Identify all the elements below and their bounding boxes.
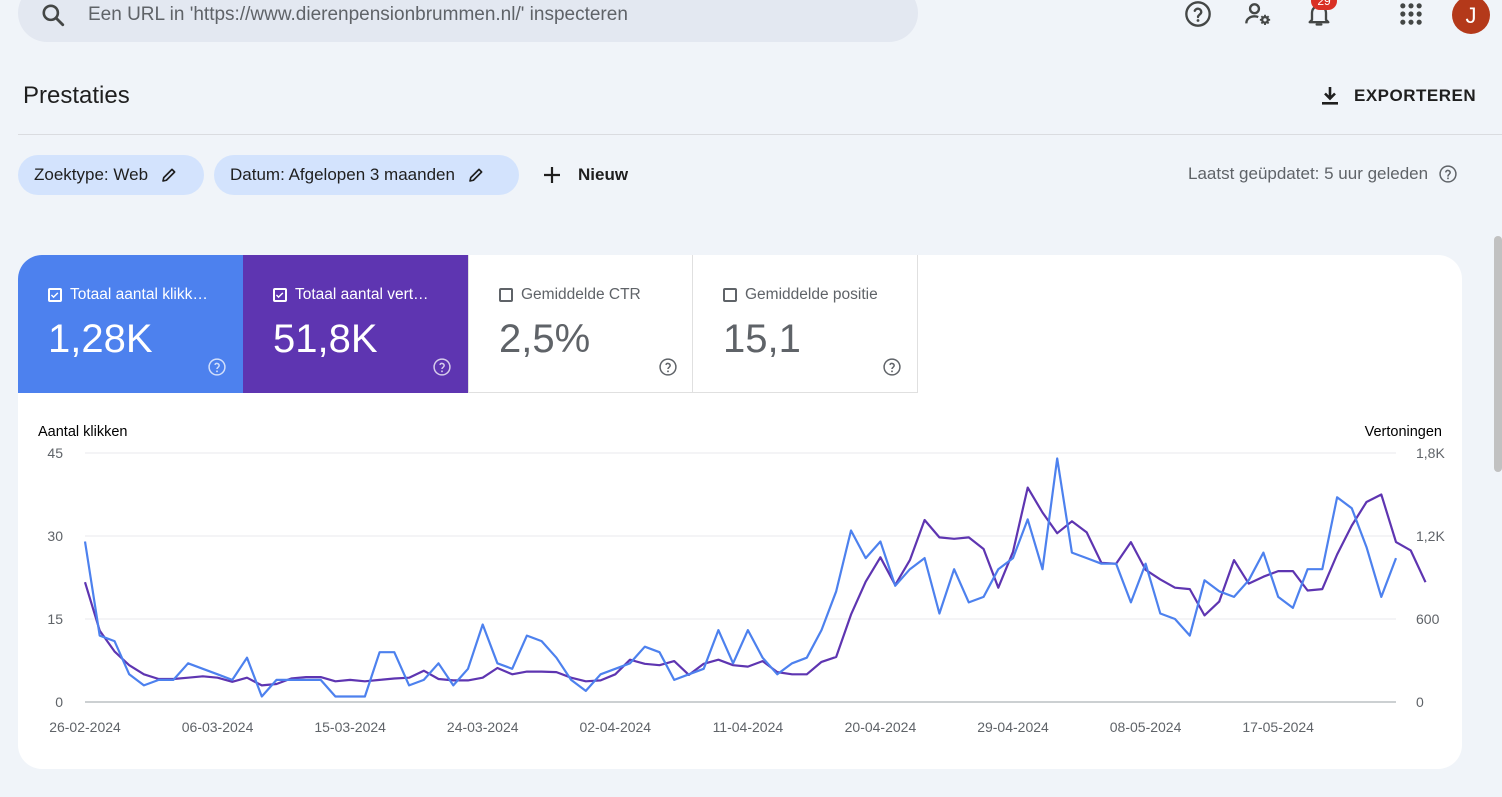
metric-value: 2,5%: [499, 317, 591, 361]
plus-icon: [544, 167, 560, 183]
metric-value: 1,28K: [48, 317, 153, 361]
x-tick-label: 06-03-2024: [182, 719, 254, 735]
help-icon[interactable]: [1438, 164, 1458, 184]
right-tick-label: 600: [1416, 611, 1440, 627]
export-label: EXPORTEREN: [1354, 86, 1477, 105]
x-tick-label: 26-02-2024: [49, 719, 121, 735]
metric-value: 15,1: [723, 317, 801, 361]
page-title: Prestaties: [23, 82, 130, 109]
x-tick-label: 02-04-2024: [579, 719, 651, 735]
x-tick-label: 24-03-2024: [447, 719, 519, 735]
notification-badge: 29: [1311, 0, 1337, 10]
edit-pencil-icon: [469, 168, 483, 182]
metric-label: Gemiddelde CTR: [521, 286, 641, 303]
performance-chart: Aantal klikken Vertoningen 0 15 30 45 0 600 1…: [38, 424, 1445, 735]
right-tick-label: 1,8K: [1416, 445, 1445, 461]
last-updated-text: Laatst geüpdatet: 5 uur geleden: [1188, 164, 1429, 183]
metric-label: Totaal aantal vert…: [295, 286, 429, 303]
x-tick-label: 29-04-2024: [977, 719, 1049, 735]
help-icon[interactable]: [1184, 0, 1212, 28]
x-tick-label: 08-05-2024: [1110, 719, 1182, 735]
edit-pencil-icon: [162, 168, 176, 182]
metric-total-impressions[interactable]: Totaal aantal vert… 51,8K: [243, 255, 468, 393]
checkbox-checked[interactable]: [273, 288, 287, 302]
series-line-clicks[interactable]: [83, 457, 1398, 698]
manage-users-icon[interactable]: [1244, 0, 1272, 28]
left-tick-label: 30: [47, 528, 63, 544]
scrollbar[interactable]: [1494, 236, 1502, 472]
right-tick-label: 1,2K: [1416, 528, 1445, 544]
search-input[interactable]: [88, 2, 848, 28]
right-axis-title: Vertoningen: [1365, 424, 1442, 440]
help-icon[interactable]: [207, 357, 227, 377]
x-tick-label: 15-03-2024: [314, 719, 386, 735]
left-axis-title: Aantal klikken: [38, 424, 127, 440]
help-icon[interactable]: [658, 357, 678, 377]
series-line-impressions[interactable]: [83, 486, 1427, 687]
new-filter-button[interactable]: Nieuw: [540, 155, 628, 195]
avatar[interactable]: J: [1452, 0, 1490, 34]
new-filter-label: Nieuw: [578, 165, 629, 184]
export-button[interactable]: EXPORTEREN: [1318, 78, 1476, 114]
metric-label: Gemiddelde positie: [745, 286, 878, 303]
filter-chip-label: Zoektype: Web: [34, 165, 149, 184]
last-updated: Laatst geüpdatet: 5 uur geleden: [1188, 164, 1458, 184]
help-icon[interactable]: [432, 357, 452, 377]
download-icon: [1322, 87, 1338, 105]
search-icon[interactable]: [40, 2, 66, 28]
x-tick-label: 11-04-2024: [713, 719, 784, 735]
help-icon[interactable]: [882, 357, 902, 377]
right-tick-label: 0: [1416, 694, 1424, 710]
metric-total-clicks[interactable]: Totaal aantal klikk… 1,28K: [18, 255, 243, 393]
metric-average-ctr[interactable]: Gemiddelde CTR 2,5%: [468, 255, 693, 393]
performance-card: Totaal aantal klikk… 1,28K Totaal aantal…: [18, 255, 1462, 769]
x-tick-label: 20-04-2024: [845, 719, 917, 735]
filter-chip-date[interactable]: Datum: Afgelopen 3 maanden: [214, 155, 519, 195]
left-tick-label: 0: [55, 694, 63, 710]
checkbox-unchecked[interactable]: [723, 288, 737, 302]
left-tick-label: 15: [47, 611, 63, 627]
divider: [18, 134, 1502, 135]
metric-value: 51,8K: [273, 317, 378, 361]
metric-average-position[interactable]: Gemiddelde positie 15,1: [693, 255, 918, 393]
checkbox-unchecked[interactable]: [499, 288, 513, 302]
filter-chip-search-type[interactable]: Zoektype: Web: [18, 155, 204, 195]
left-tick-label: 45: [47, 445, 63, 461]
filter-chip-label: Datum: Afgelopen 3 maanden: [230, 165, 455, 184]
x-tick-label: 17-05-2024: [1242, 719, 1314, 735]
apps-grid-icon[interactable]: [1397, 0, 1425, 28]
checkbox-checked[interactable]: [48, 288, 62, 302]
metric-label: Totaal aantal klikk…: [70, 286, 208, 303]
